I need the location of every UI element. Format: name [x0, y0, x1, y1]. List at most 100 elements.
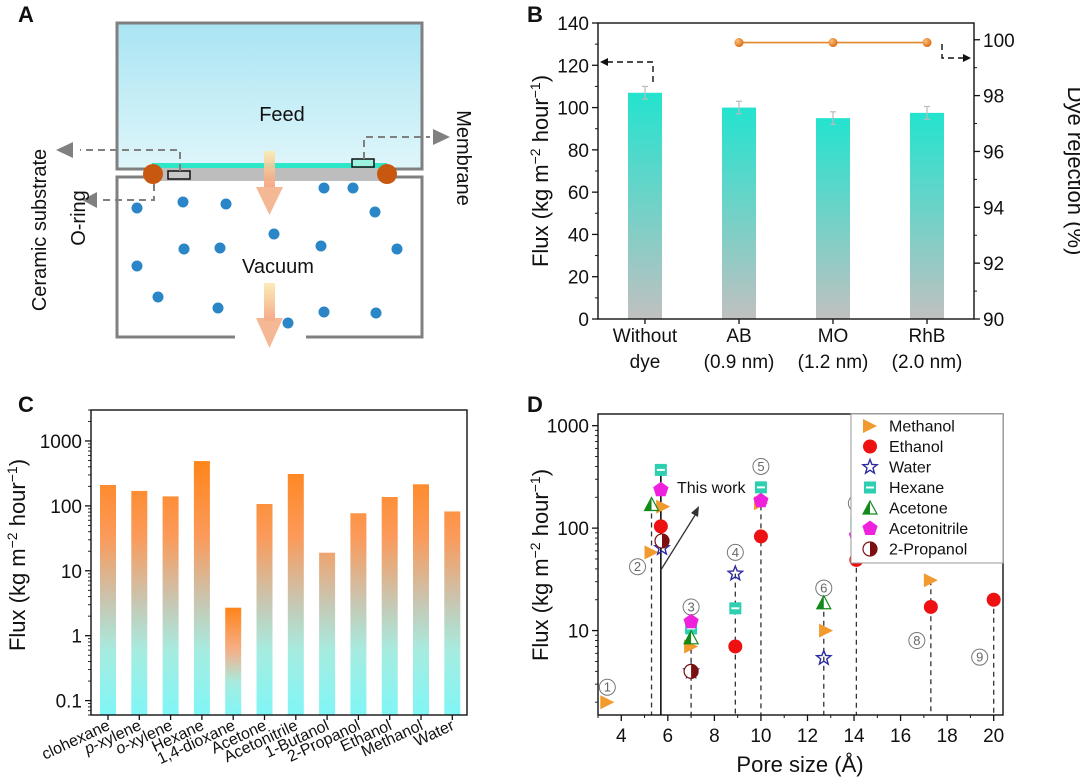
vapor-molecules: [131, 182, 403, 329]
b-x-tick-label: (1.2 nm): [798, 352, 869, 373]
c-bar-0: [100, 484, 116, 715]
b-y2-tick-label: 92: [983, 254, 1004, 275]
d-point-acetone-fill: [816, 595, 824, 609]
c-bar-1: [131, 490, 148, 715]
b-x-tick-label: Without: [613, 326, 678, 347]
b-y-tick-label: 120: [557, 56, 589, 77]
molecule-dot: [268, 228, 280, 240]
d-x-tick-label: 18: [937, 726, 958, 747]
d-point-ethanol: [923, 599, 938, 614]
d-reference-number-circle: [752, 457, 770, 475]
molecule-dot: [178, 243, 190, 255]
panel-c-chart: C clohexanep-xyleneo-xyleneHexane1,4-dio…: [4, 392, 468, 768]
molecule-dot: [131, 202, 143, 214]
substrate-callout-box: [167, 170, 191, 180]
d-legend-marker-ethanol: [863, 439, 877, 454]
d-x-tick-label: 4: [616, 726, 627, 747]
d-reference-number: 1: [604, 680, 611, 695]
b-bar-0: [628, 92, 662, 320]
d-reference-number: 2: [634, 559, 641, 574]
d-point-ethanol: [986, 592, 1001, 607]
membrane-label: Membrane: [452, 110, 474, 206]
b-left-axis-indicator: [605, 61, 654, 82]
b-y-tick-label: 20: [568, 268, 589, 289]
d-reference-number: 3: [687, 599, 694, 614]
c-y-tick-label: 100: [50, 497, 82, 518]
c-plot-frame: [90, 409, 468, 716]
d-point-methanol: [923, 573, 938, 588]
molecule-dot: [212, 302, 224, 314]
panel-label-c: C: [18, 392, 34, 417]
d-legend-label: 2-Propanol: [889, 542, 967, 559]
d-point-acetone-fill: [684, 630, 692, 644]
d-this-work-arrow: [660, 511, 698, 571]
c-bar-7: [319, 552, 336, 715]
d-point-acetonitrile: [653, 481, 669, 497]
b-right-axis-indicator: [941, 44, 963, 59]
d-x-tick-label: 20: [983, 726, 1004, 747]
d-point-water: [726, 564, 745, 582]
d-legend-marker-acetonitrile: [862, 520, 878, 535]
b-y2-tick-label: 98: [983, 87, 1004, 108]
d-y-axis-label: Flux (kg m−2 hour−1): [527, 469, 553, 661]
b-x-tick-label: MO: [818, 326, 849, 347]
panel-label-d: D: [527, 392, 543, 417]
b-y2-tick-label: 90: [983, 310, 1004, 331]
molecule-dot: [347, 182, 359, 194]
molecule-dot: [391, 243, 403, 255]
molecule-dot: [369, 206, 381, 218]
d-y-tick-label: 100: [557, 519, 589, 540]
b-x-tick-label: RhB: [909, 326, 946, 347]
c-y-tick-label: 10: [61, 562, 82, 583]
b-y-tick-label: 140: [557, 14, 589, 35]
b-bar-2: [816, 118, 850, 320]
b-rejection-marker: [922, 38, 932, 48]
arrow-right-icon: [963, 54, 971, 62]
d-legend-marker-methanol: [863, 419, 877, 433]
d-legend: Methanol Ethanol Water Hexane Acetone Acetoni…: [850, 413, 1004, 564]
d-y-tick-label: 10: [568, 622, 589, 643]
d-x-tick-label: 14: [843, 726, 865, 747]
c-bar-11: [444, 511, 461, 715]
d-point-methanol: [819, 623, 834, 638]
d-x-tick-label: 10: [750, 726, 771, 747]
o-ring-left: [143, 164, 163, 184]
arrow-right-membrane-icon: [433, 129, 450, 145]
b-y-axis-label: Flux (kg m−2 hour−1): [527, 75, 553, 267]
d-x-tick-label: 6: [663, 726, 674, 747]
flow-arrow-bottom: [256, 283, 283, 348]
c-bar-5: [256, 503, 273, 715]
d-reference-number: 9: [976, 650, 983, 665]
d-x-axis-label: Pore size (Å): [736, 752, 863, 777]
leader-lines: [80, 136, 430, 201]
d-point-2-propanol-fill: [662, 533, 670, 548]
o-ring-right: [377, 164, 397, 184]
d-legend-label: Acetone: [889, 501, 948, 518]
feed-label: Feed: [259, 104, 305, 126]
panel-d-chart: D 123456789This work 4681012141618201010…: [527, 392, 1004, 777]
d-x-tick-label: 16: [890, 726, 911, 747]
panel-label-b: B: [527, 2, 543, 27]
d-legend-box: [850, 413, 1004, 564]
d-legend-label: Acetonitrile: [889, 521, 968, 538]
b-y-tick-label: 40: [568, 225, 589, 246]
c-bar-4: [225, 607, 242, 715]
molecule-dot: [318, 182, 330, 194]
c-bar-9: [381, 497, 398, 715]
d-reference-number-circle: [726, 543, 744, 561]
molecule-dot: [315, 240, 327, 252]
d-point-water: [814, 648, 833, 666]
vacuum-label: Vacuum: [242, 256, 314, 278]
d-legend-label: Ethanol: [889, 439, 943, 456]
c-y-tick-label: 0.1: [56, 692, 82, 713]
b-y-tick-label: 0: [578, 310, 589, 331]
panel-label-a: A: [18, 2, 34, 27]
arrow-left-ceramic-icon: [56, 142, 73, 158]
d-legend-marker-acetone-fill: [863, 501, 870, 514]
d-legend-label: Methanol: [889, 419, 955, 436]
b-rejection-marker: [734, 38, 744, 48]
d-reference-number-circle: [908, 632, 926, 650]
molecule-dot: [177, 196, 189, 208]
d-reference-number-circle: [598, 678, 616, 696]
b-y2-tick-label: 94: [983, 198, 1005, 219]
